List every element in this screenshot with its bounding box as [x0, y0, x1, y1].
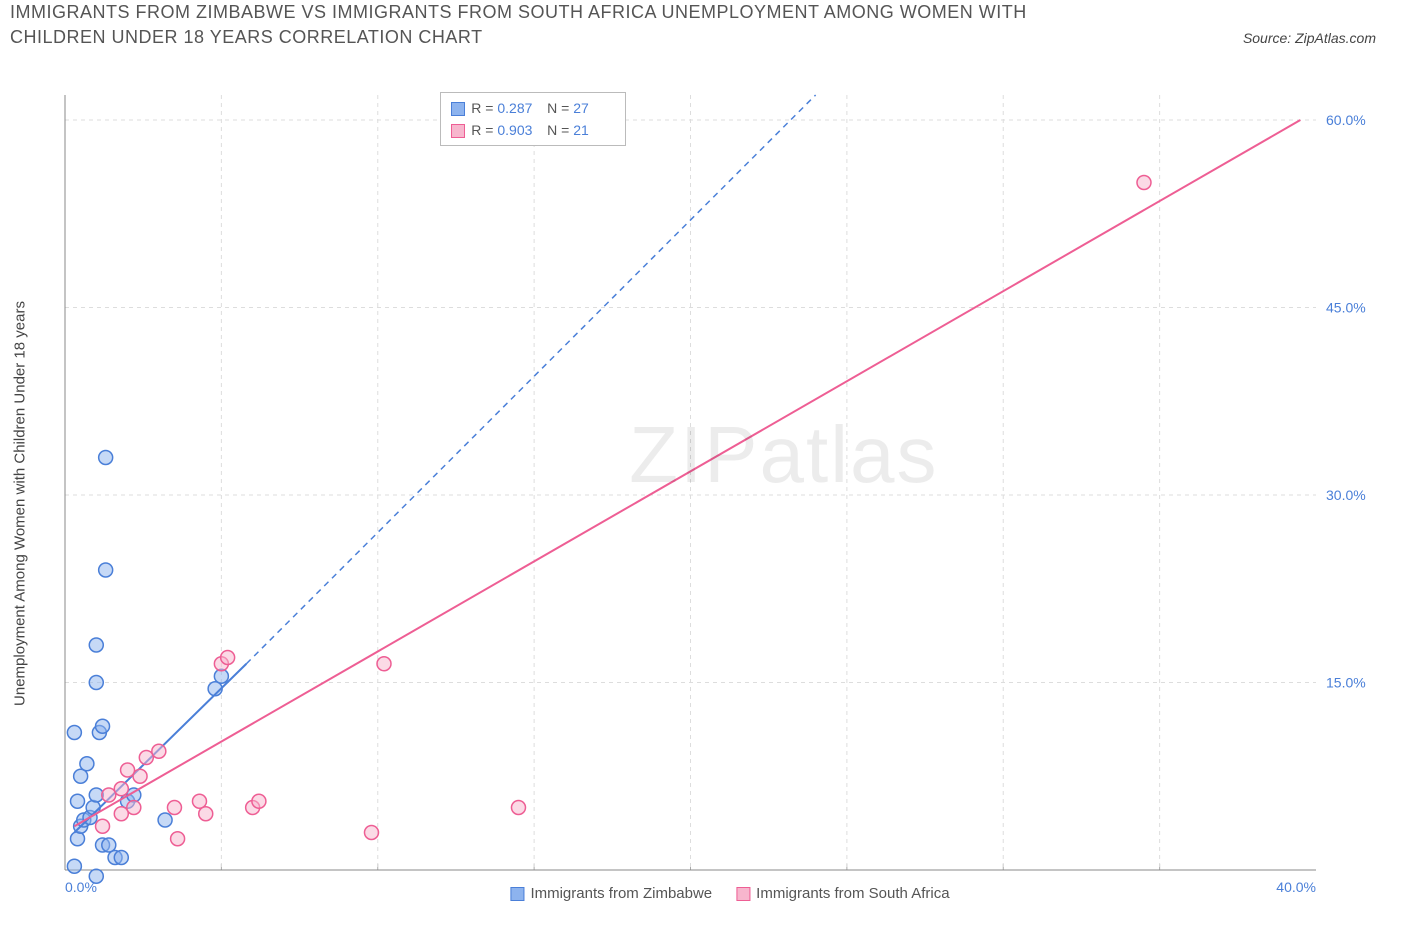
data-point	[99, 563, 113, 577]
source-citation: Source: ZipAtlas.com	[1243, 30, 1376, 46]
svg-text:45.0%: 45.0%	[1326, 300, 1366, 316]
n-label: N =	[547, 122, 573, 138]
svg-text:40.0%: 40.0%	[1276, 879, 1316, 895]
data-point	[80, 757, 94, 771]
trend-line-extended	[246, 95, 815, 664]
r-value: 0.287	[497, 97, 539, 119]
data-point	[221, 651, 235, 665]
data-point	[199, 807, 213, 821]
data-point	[96, 719, 110, 733]
data-point	[89, 869, 103, 883]
legend-swatch	[510, 887, 524, 901]
scatter-plot: 15.0%30.0%45.0%60.0%0.0%40.0%	[60, 90, 1376, 900]
r-label: R =	[471, 100, 497, 116]
data-point	[364, 826, 378, 840]
legend-series-label: Immigrants from Zimbabwe	[530, 885, 712, 902]
y-axis-label: Unemployment Among Women with Children U…	[12, 301, 29, 706]
legend-swatch	[451, 124, 465, 138]
chart-area: Unemployment Among Women with Children U…	[60, 90, 1376, 900]
data-point	[89, 638, 103, 652]
data-point	[252, 794, 266, 808]
data-point	[127, 801, 141, 815]
data-point	[121, 763, 135, 777]
data-point	[89, 676, 103, 690]
legend-series-label: Immigrants from South Africa	[756, 885, 949, 902]
data-point	[67, 726, 81, 740]
data-point	[167, 801, 181, 815]
data-point	[1137, 176, 1151, 190]
n-label: N =	[547, 100, 573, 116]
data-point	[152, 744, 166, 758]
data-point	[377, 657, 391, 671]
data-point	[158, 813, 172, 827]
n-value: 21	[573, 119, 615, 141]
svg-text:30.0%: 30.0%	[1326, 487, 1366, 503]
legend-swatch	[451, 102, 465, 116]
data-point	[71, 832, 85, 846]
n-value: 27	[573, 97, 615, 119]
data-point	[71, 794, 85, 808]
data-point	[67, 859, 81, 873]
trend-line	[74, 120, 1300, 826]
data-point	[99, 451, 113, 465]
data-point	[114, 782, 128, 796]
svg-text:60.0%: 60.0%	[1326, 112, 1366, 128]
series-legend: Immigrants from Zimbabwe Immigrants from …	[486, 885, 949, 902]
svg-text:15.0%: 15.0%	[1326, 675, 1366, 691]
stats-legend-row: R = 0.287 N = 27	[451, 97, 615, 119]
data-point	[171, 832, 185, 846]
r-label: R =	[471, 122, 497, 138]
r-value: 0.903	[497, 119, 539, 141]
data-point	[114, 851, 128, 865]
data-point	[511, 801, 525, 815]
chart-header: IMMIGRANTS FROM ZIMBABWE VS IMMIGRANTS F…	[10, 0, 1396, 80]
stats-legend: R = 0.287 N = 27R = 0.903 N = 21	[440, 92, 626, 146]
stats-legend-row: R = 0.903 N = 21	[451, 119, 615, 141]
chart-title: IMMIGRANTS FROM ZIMBABWE VS IMMIGRANTS F…	[10, 0, 1110, 50]
legend-swatch	[736, 887, 750, 901]
data-point	[96, 819, 110, 833]
